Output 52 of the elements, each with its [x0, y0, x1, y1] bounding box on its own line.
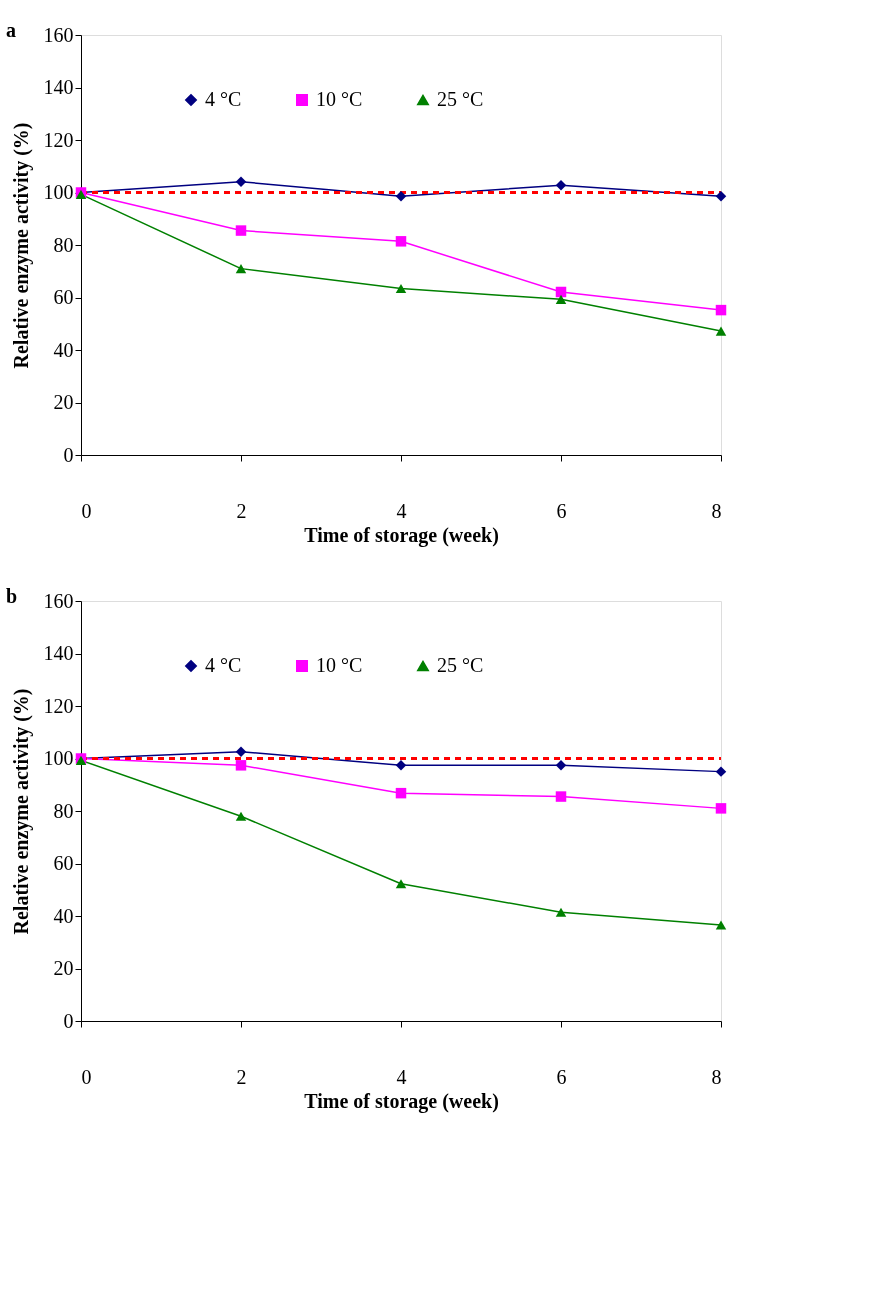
y-axis-title: Relative enzyme activity (%) — [9, 122, 33, 369]
chart-title: a — [6, 19, 16, 41]
x-tick-label: 8 — [711, 499, 722, 522]
legend-label: 10 °C — [316, 88, 363, 110]
point — [555, 907, 567, 917]
y-tick-label: 100 — [43, 181, 74, 203]
x-tick-label: 4 — [396, 499, 407, 522]
x-tick-label: 0 — [81, 499, 92, 522]
point — [235, 746, 247, 757]
point — [235, 811, 247, 821]
x-tick-label: 2 — [236, 1065, 247, 1088]
y-tick-label: 160 — [43, 23, 74, 46]
y-tick-label: 80 — [53, 799, 74, 822]
legend-label: 10 °C — [316, 654, 363, 676]
legend-label: 4 °C — [205, 88, 242, 110]
x-axis-title: Time of storage (week) — [304, 1089, 499, 1113]
y-tick-label: 140 — [43, 76, 74, 98]
legend-label: 25 °C — [437, 88, 484, 110]
y-tick-label: 160 — [43, 589, 74, 612]
x-tick-label: 0 — [81, 1065, 92, 1088]
y-tick-label: 40 — [53, 904, 74, 927]
point — [555, 760, 567, 771]
y-tick-label: 100 — [43, 747, 74, 769]
y-tick-label: 60 — [53, 286, 74, 308]
y-tick-label: 0 — [63, 1009, 74, 1032]
x-axis-title: Time of storage (week) — [304, 523, 499, 547]
x-tick-label: 6 — [556, 499, 567, 522]
y-tick-label: 120 — [43, 694, 74, 717]
y-tick-label: 80 — [53, 233, 74, 256]
legend-label: 25 °C — [437, 654, 484, 676]
y-tick-label: 0 — [63, 443, 74, 466]
point — [395, 879, 407, 889]
y-tick-label: 60 — [53, 852, 74, 874]
point — [715, 920, 727, 930]
y-tick-label: 40 — [53, 338, 74, 361]
y-tick-label: 140 — [43, 642, 74, 664]
point — [395, 760, 407, 771]
point — [235, 760, 247, 771]
x-tick-label: 6 — [556, 1065, 567, 1088]
y-axis-title: Relative enzyme activity (%) — [9, 688, 33, 935]
x-tick-label: 8 — [711, 1065, 722, 1088]
point — [715, 803, 727, 814]
x-tick-label: 4 — [396, 1065, 407, 1088]
y-tick-label: 20 — [53, 391, 74, 413]
x-tick-label: 2 — [236, 499, 247, 522]
legend-label: 4 °C — [205, 654, 242, 676]
y-tick-label: 120 — [43, 128, 74, 151]
point — [555, 791, 567, 802]
y-tick-label: 20 — [53, 957, 74, 979]
point — [715, 766, 727, 777]
point — [395, 787, 407, 799]
chart-title: b — [6, 585, 18, 607]
